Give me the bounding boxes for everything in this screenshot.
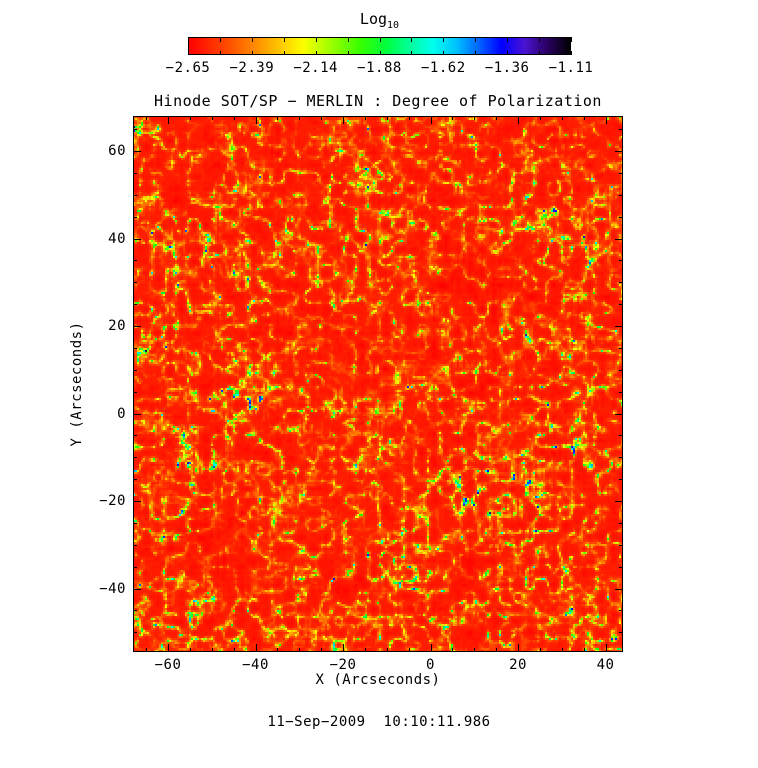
x-tick-label: 0: [426, 657, 435, 673]
colorbar-tick-label: −1.62: [421, 60, 466, 76]
timestamp: 11−Sep−2009 10:10:11.986: [267, 714, 491, 730]
colorbar-tick-label: −2.39: [229, 60, 275, 76]
colorbar-tick-label: −1.11: [548, 60, 594, 76]
colorbar-gradient: [188, 37, 571, 55]
colorbar-tick-label: −2.65: [165, 60, 211, 76]
colorbar-tick-label: −1.36: [484, 60, 530, 76]
plot-title: Hinode SOT/SP − MERLIN : Degree of Polar…: [154, 92, 602, 110]
colorbar-tick-label: −1.88: [357, 60, 402, 76]
x-tick-label: 40: [596, 657, 615, 673]
y-tick-label: −20: [99, 493, 126, 510]
colorbar-title: Log10: [188, 10, 571, 31]
y-tick-label: 20: [108, 318, 126, 335]
y-tick-label: 60: [108, 143, 126, 159]
colorbar-title-text: Log: [359, 10, 388, 28]
x-tick-label: 20: [509, 657, 527, 673]
y-tick-label: −40: [99, 580, 126, 597]
colorbar-tick-label: −2.14: [293, 60, 338, 76]
x-tick-label: −60: [154, 657, 182, 673]
colorbar-title-subscript: 10: [387, 20, 400, 31]
x-tick-label: −40: [242, 657, 269, 673]
x-axis-label: X (Arcseconds): [315, 672, 441, 688]
y-tick-label: 0: [117, 405, 126, 422]
y-tick-label: 40: [108, 230, 126, 247]
heatmap-image: [133, 116, 623, 652]
x-tick-label: −20: [329, 657, 357, 673]
y-axis-label: Y (Arcseconds): [69, 321, 85, 447]
